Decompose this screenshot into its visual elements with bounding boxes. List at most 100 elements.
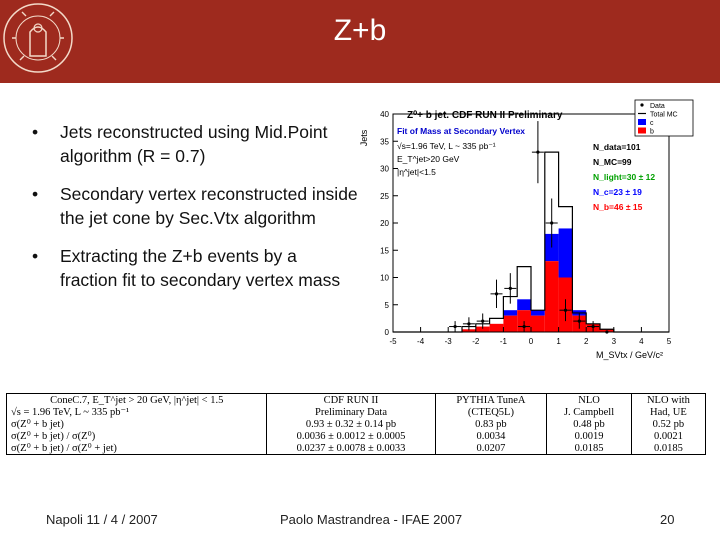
table-cell: 0.0207 bbox=[434, 442, 548, 455]
c-bar bbox=[531, 310, 545, 316]
chart-annotation: E_T^jet>20 GeV bbox=[397, 154, 460, 164]
table-cell: σ(Z⁰ + b jet) / σ(Z⁰ + jet) bbox=[5, 442, 268, 455]
c-bar bbox=[503, 310, 518, 316]
x-tick-label: 4 bbox=[639, 337, 644, 346]
total-mc-line bbox=[393, 151, 669, 333]
data-point bbox=[522, 324, 526, 329]
table-header-cell: NLO with bbox=[630, 393, 707, 406]
b-bar bbox=[544, 261, 559, 332]
y-axis-label: Jets bbox=[359, 129, 369, 146]
c-bar bbox=[517, 299, 531, 311]
bullet-item: • Secondary vertex reconstructed inside t… bbox=[28, 182, 358, 230]
table-cell: 0.83 pb bbox=[434, 418, 548, 430]
table-header-cell: NLO bbox=[546, 393, 632, 406]
y-tick-label: 35 bbox=[380, 137, 389, 146]
x-tick-label: -2 bbox=[472, 337, 480, 346]
data-point bbox=[577, 319, 581, 323]
b-bar bbox=[531, 315, 545, 332]
table-cell: 0.48 pb bbox=[546, 418, 632, 430]
legend-marker bbox=[638, 127, 646, 134]
data-point bbox=[536, 150, 540, 154]
legend-marker bbox=[638, 119, 646, 125]
data-point bbox=[550, 221, 554, 225]
x-axis-label: M_SVtx / GeV/c² bbox=[596, 350, 663, 360]
table-cell: 0.52 pb bbox=[630, 418, 707, 430]
x-tick-label: 1 bbox=[556, 337, 561, 346]
table-cell: 0.0185 bbox=[546, 442, 632, 455]
data-point bbox=[494, 292, 499, 296]
y-tick-label: 15 bbox=[380, 246, 389, 255]
table-cell: 0.0185 bbox=[630, 442, 707, 455]
bullet-item: • Extracting the Z+b events by a fraction… bbox=[28, 244, 358, 292]
table-cell: J. Campbell bbox=[546, 406, 632, 418]
y-tick-label: 40 bbox=[380, 110, 389, 119]
legend-label: Data bbox=[650, 103, 665, 110]
table-cell: 0.0036 ± 0.0012 ± 0.0005 bbox=[266, 430, 436, 442]
title-bar: Z+b bbox=[0, 0, 720, 83]
y-tick-label: 30 bbox=[380, 165, 389, 174]
chart-subtitle: Fit of Mass at Secondary Vertex bbox=[397, 126, 525, 136]
university-seal-icon bbox=[3, 3, 73, 73]
bullet-text: Jets reconstructed using Mid.Point algor… bbox=[60, 122, 328, 166]
table-cell: 0.93 ± 0.32 ± 0.14 pb bbox=[266, 418, 436, 430]
results-table: ConeC.7, E_T^jet > 20 GeV, |η^jet| < 1.5… bbox=[5, 393, 707, 483]
y-tick-label: 20 bbox=[380, 219, 389, 228]
yield-text: N_data=101 bbox=[593, 142, 641, 152]
yield-text: N_MC=99 bbox=[593, 157, 632, 167]
table-row: σ(Z⁰ + b jet) / σ(Z⁰ + jet) 0.0237 ± 0.0… bbox=[5, 442, 707, 455]
yield-text: N_b=46 ± 15 bbox=[593, 202, 643, 212]
table-cell: 0.0021 bbox=[630, 430, 707, 442]
bullet-text: Secondary vertex reconstructed inside th… bbox=[60, 184, 358, 228]
footer-date: Napoli 11 / 4 / 2007 bbox=[46, 512, 158, 527]
legend-marker bbox=[640, 103, 644, 107]
footer-author: Paolo Mastrandrea - IFAE 2007 bbox=[280, 512, 463, 527]
b-bar bbox=[462, 329, 476, 332]
legend-label: b bbox=[650, 129, 654, 136]
x-tick-label: -1 bbox=[500, 337, 508, 346]
y-tick-label: 5 bbox=[385, 301, 390, 310]
bullet-list: • Jets reconstructed using Mid.Point algo… bbox=[28, 120, 358, 306]
table-cell: Preliminary Data bbox=[266, 406, 436, 418]
x-tick-label: 5 bbox=[667, 337, 672, 346]
slide-title: Z+b bbox=[333, 14, 387, 47]
y-tick-label: 0 bbox=[385, 328, 390, 337]
x-tick-label: 2 bbox=[584, 337, 589, 346]
x-tick-label: 3 bbox=[612, 337, 617, 346]
bullet-text: Extracting the Z+b events by a fraction … bbox=[60, 246, 341, 290]
svtx-mass-histogram: 0 5 10 15 20 25 30 35 40 -5 -4 -3 -2 -1 0 1 2 3 4 5 Jets M_SV… bbox=[359, 99, 694, 360]
x-tick-label: -3 bbox=[445, 337, 453, 346]
chart-annotation: √s=1.96 TeV, L ~ 335 pb⁻¹ bbox=[397, 141, 496, 151]
table-cell: 0.0034 bbox=[434, 430, 548, 442]
data-point bbox=[508, 286, 512, 290]
table-header-cell: ConeC.7, E_T^jet > 20 GeV, |η^jet| < 1.5 bbox=[5, 393, 268, 406]
bullet-item: • Jets reconstructed using Mid.Point algo… bbox=[28, 120, 358, 168]
legend-label: Total MC bbox=[650, 112, 678, 119]
table-cell: σ(Z⁰ + b jet) / σ(Z⁰) bbox=[5, 430, 268, 442]
c-bar bbox=[558, 228, 573, 278]
data-point bbox=[453, 324, 457, 329]
table-cell: 0.0237 ± 0.0078 ± 0.0033 bbox=[266, 442, 436, 455]
table-row: √s = 1.96 TeV, L ~ 335 pb⁻¹ Preliminary … bbox=[5, 406, 707, 418]
data-point bbox=[481, 319, 485, 323]
y-tick-label: 25 bbox=[380, 192, 389, 201]
page-number: 20 bbox=[660, 512, 675, 527]
x-tick-label: -4 bbox=[417, 337, 425, 346]
b-bar bbox=[489, 323, 504, 332]
x-tick-label: 0 bbox=[529, 337, 534, 346]
data-point bbox=[563, 308, 568, 312]
table-cell: Had, UE bbox=[630, 406, 707, 418]
b-bar bbox=[475, 326, 490, 332]
chart-title: Z⁰+ b jet. CDF RUN II Preliminary bbox=[407, 110, 563, 121]
table-row: σ(Z⁰ + b jet) 0.93 ± 0.32 ± 0.14 pb 0.83… bbox=[5, 418, 707, 430]
table-header-cell: CDF RUN II bbox=[266, 393, 436, 406]
table-cell: (CTEQ5L) bbox=[434, 406, 548, 418]
data-point bbox=[467, 322, 471, 326]
table-row: σ(Z⁰ + b jet) / σ(Z⁰) 0.0036 ± 0.0012 ± … bbox=[5, 430, 707, 442]
x-tick-label: -5 bbox=[389, 337, 397, 346]
bullet-marker: • bbox=[32, 246, 39, 266]
table-cell: σ(Z⁰ + b jet) bbox=[5, 418, 268, 430]
yield-text: N_light=30 ± 12 bbox=[593, 172, 655, 182]
table-header-cell: PYTHIA TuneA bbox=[434, 393, 548, 406]
b-bar bbox=[503, 315, 518, 332]
legend-label: c bbox=[650, 120, 654, 127]
